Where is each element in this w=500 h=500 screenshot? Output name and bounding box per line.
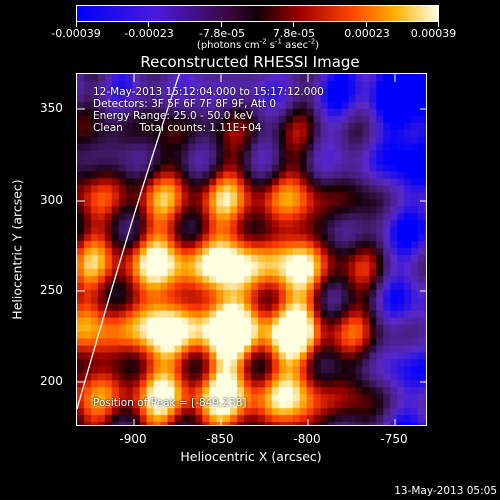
colorbar-ticks <box>76 22 439 28</box>
energy-range-text: Energy Range: 25.0 - 50.0 keV <box>93 110 254 122</box>
colorbar-tick-label: -7.8e-05 <box>198 27 246 40</box>
clean-counts-text: Clean Total counts: 1.11E+04 <box>93 122 262 134</box>
heatmap-image <box>77 74 426 425</box>
footer-timestamp: 13-May-2013 05:05 <box>394 485 497 497</box>
plot-ticks <box>77 74 426 425</box>
detectors-text: Detectors: 3F 5F 6F 7F 8F 9F, Att 0 <box>93 98 277 110</box>
y-tick-label: 350 <box>40 101 63 115</box>
plot-title: Reconstructed RHESSI Image <box>140 53 360 71</box>
y-tick-label: 250 <box>40 283 63 297</box>
y-tick-label: 200 <box>40 374 63 388</box>
colorbar-tick-label: 0.00039 <box>410 27 457 40</box>
x-axis-label: Heliocentric X (arcsec) <box>180 449 322 464</box>
solar-limb-line <box>77 74 181 410</box>
y-tick-label: 300 <box>40 193 63 207</box>
colorbar-unit: (photons cm-2 s-1 asec-2) <box>196 37 320 51</box>
colorbar-tick-label: 0.00023 <box>344 27 390 40</box>
x-tick-label: -800 <box>293 432 321 446</box>
x-tick-label: -850 <box>206 432 234 446</box>
image-plot <box>76 73 427 426</box>
x-tick-label: -750 <box>380 432 408 446</box>
y-axis-label: Heliocentric Y (arcsec) <box>9 179 25 320</box>
limb-overlay <box>77 74 426 425</box>
colorbar-tick-label: 7.8e-05 <box>272 27 316 40</box>
colorbar-tick-label: -0.00039 <box>51 27 101 40</box>
peak-position-text: Position of Peak = [-849,238] <box>93 397 247 409</box>
time-range-text: 12-May-2013 15:12:04.000 to 15:17:12.000 <box>93 86 324 98</box>
x-tick-label: -900 <box>119 432 147 446</box>
colorbar <box>76 5 439 22</box>
colorbar-tick-label: -0.00023 <box>124 27 174 40</box>
